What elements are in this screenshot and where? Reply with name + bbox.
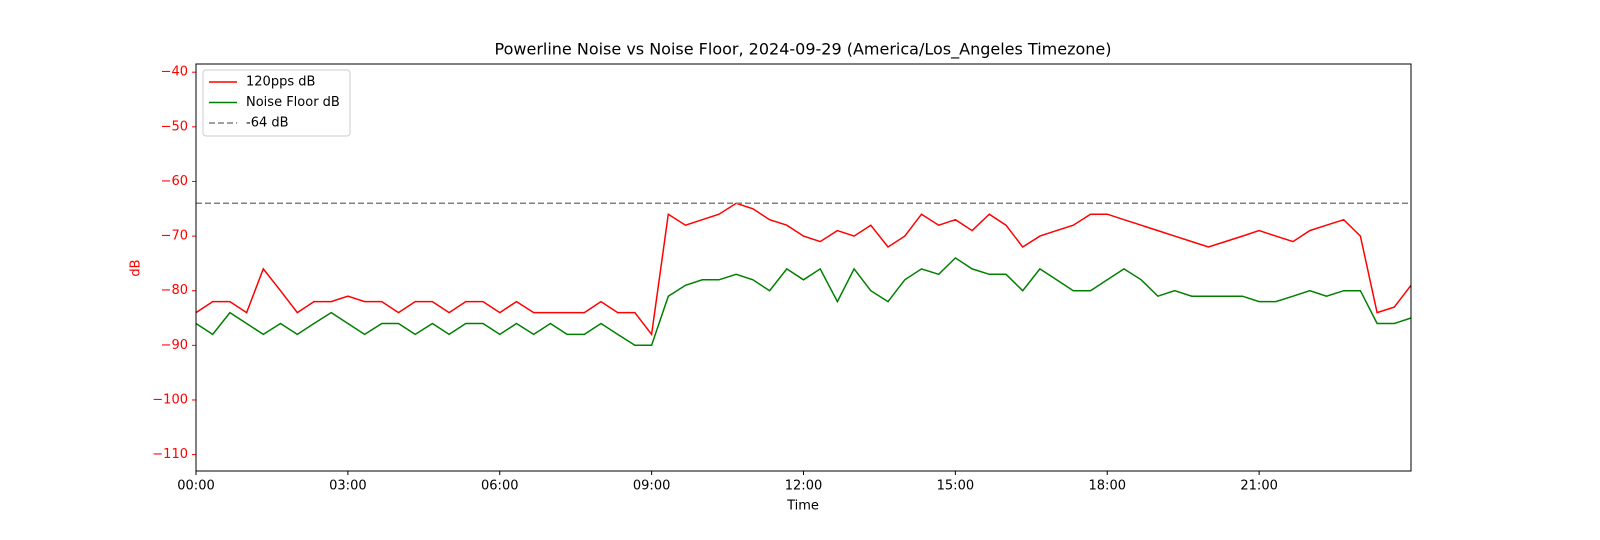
y-axis-label: dB <box>129 259 144 276</box>
x-tick-label: 03:00 <box>329 479 366 494</box>
x-tick-label: 15:00 <box>937 479 974 494</box>
x-tick-label: 18:00 <box>1089 479 1126 494</box>
x-tick-label: 21:00 <box>1240 479 1277 494</box>
chart-title: Powerline Noise vs Noise Floor, 2024-09-… <box>495 40 1112 60</box>
legend-label: Noise Floor dB <box>246 95 340 110</box>
legend-box <box>202 69 351 137</box>
series-line <box>195 256 1412 347</box>
y-tick-label: −80 <box>161 283 188 298</box>
y-tick-label: −70 <box>161 229 188 244</box>
y-tick-label: −60 <box>161 174 188 189</box>
series-line <box>195 202 1412 337</box>
y-tick-label: −110 <box>152 447 188 462</box>
plot-frame <box>195 63 1412 472</box>
legend-label: 120pps dB <box>246 75 315 90</box>
y-tick-label: −50 <box>161 119 188 134</box>
y-tick-label: −90 <box>161 338 188 353</box>
y-tick-label: −100 <box>152 392 188 407</box>
x-tick-label: 09:00 <box>633 479 670 494</box>
legend: 120pps dB Noise Floor dB -64 dB <box>202 69 351 137</box>
x-tick-label: 06:00 <box>481 479 518 494</box>
y-tick-label: −40 <box>161 65 188 80</box>
x-axis-label: Time <box>786 499 819 514</box>
x-tick-label: 00:00 <box>177 479 214 494</box>
x-tick-label: 12:00 <box>785 479 822 494</box>
legend-label: -64 dB <box>246 116 289 131</box>
